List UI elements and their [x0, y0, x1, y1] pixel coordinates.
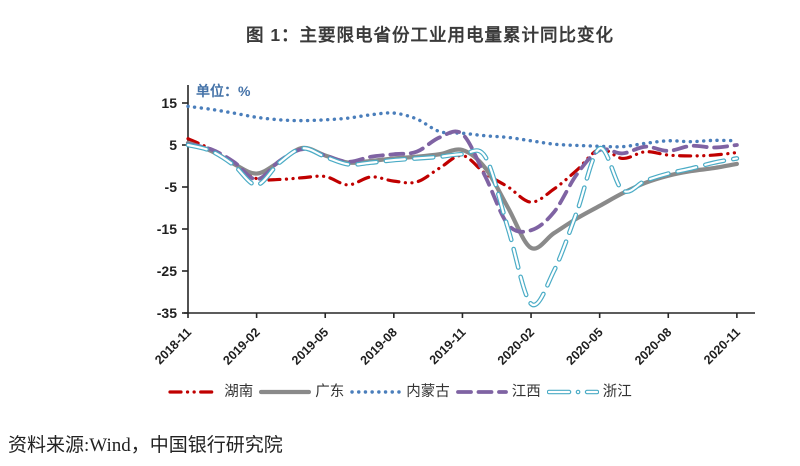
legend-item-hunan: 湖南 — [168, 381, 253, 403]
legend-marker-zhejiang — [546, 389, 599, 395]
x-tick-label: 2019-11 — [427, 325, 469, 367]
legend-item-neimenggu: 内蒙古 — [350, 381, 450, 403]
unit-label: 单位：% — [196, 83, 251, 99]
x-tick-label: 2019-08 — [358, 325, 400, 367]
legend-label-guangdong: 广东 — [315, 384, 345, 400]
legend-marker-jiangxi — [455, 390, 508, 394]
series-line-neimenggu — [186, 104, 739, 149]
chart-title: 图 1：主要限电省份工业用电量累计同比变化 — [245, 25, 615, 45]
legend-marker-neimenggu — [350, 390, 402, 394]
x-tick-label: 2020-02 — [495, 325, 537, 367]
y-tick-label: -5 — [165, 179, 178, 195]
legend-marker-guangdong — [259, 389, 312, 395]
y-tick-label: 15 — [161, 95, 177, 111]
x-tick-label: 2018-11 — [152, 325, 194, 367]
source-note: 资料来源:Wind，中国银行研究院 — [8, 435, 283, 456]
x-tick-label: 2020-05 — [563, 325, 605, 367]
legend-label-neimenggu: 内蒙古 — [406, 384, 450, 400]
series-line-guangdong — [185, 140, 739, 251]
x-tick-label: 2019-02 — [220, 325, 262, 367]
legend-marker-hunan — [168, 390, 220, 394]
legend-item-zhejiang: 浙江 — [546, 381, 632, 403]
legend-item-guangdong: 广东 — [259, 381, 344, 403]
x-tick-label: 2020-08 — [632, 325, 674, 367]
legend-label-jiangxi: 江西 — [511, 384, 541, 400]
series-line-inner-zhejiang — [186, 143, 738, 307]
x-tick-label: 2019-05 — [289, 325, 331, 367]
series-group — [185, 104, 740, 308]
series-line-hunan — [186, 137, 739, 204]
legend-label-hunan: 湖南 — [224, 384, 254, 400]
legend-label-zhejiang: 浙江 — [602, 384, 632, 400]
chart-legend: 湖南 广东 内蒙古 江西 浙江 — [0, 381, 800, 403]
legend-item-jiangxi: 江西 — [455, 381, 541, 403]
line-chart: 15 5 -5 -15 -25 -35 2018-11 2019-02 2019-05 2019-… — [152, 83, 755, 368]
y-tick-label: 5 — [169, 137, 177, 153]
y-tick-label: -15 — [157, 221, 177, 237]
axes — [182, 85, 755, 314]
y-tick-label: -25 — [157, 263, 177, 279]
y-tick-label: -35 — [157, 305, 177, 321]
x-tick-label: 2020-11 — [701, 325, 743, 367]
